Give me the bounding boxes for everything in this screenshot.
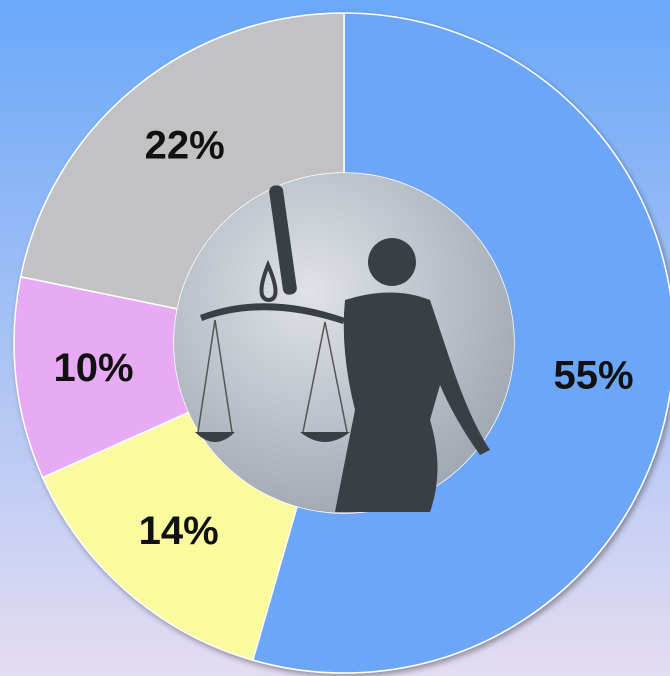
data-label: 14% — [139, 509, 219, 553]
image-circle — [174, 173, 514, 513]
data-label: 55% — [554, 354, 634, 398]
data-label: 10% — [53, 346, 133, 390]
data-label: 22% — [145, 123, 225, 167]
center-image — [174, 173, 514, 513]
chart: 55% 14% 10% 22% — [0, 0, 670, 676]
